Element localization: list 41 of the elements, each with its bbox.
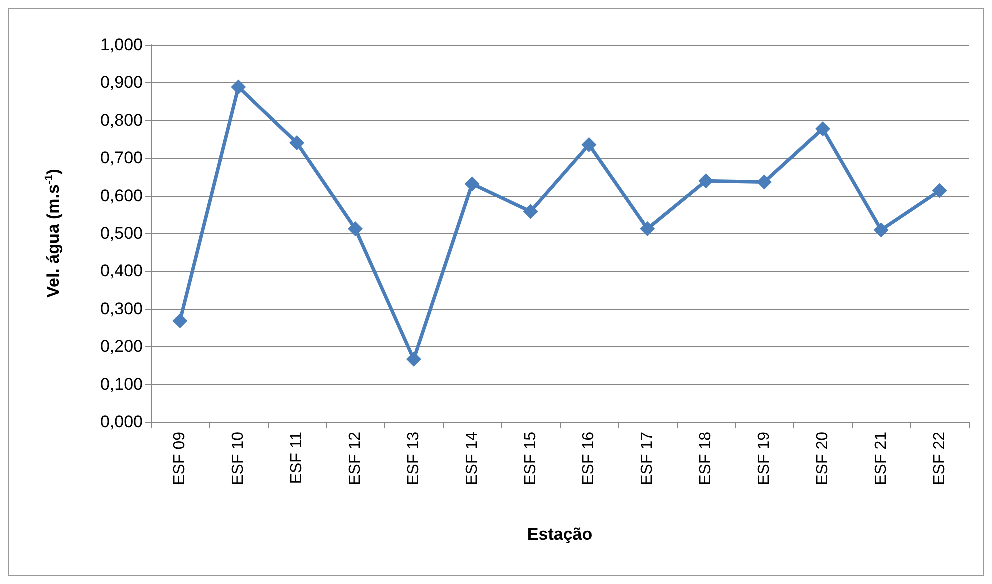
x-tick-label: ESF 12 xyxy=(347,432,364,486)
point xyxy=(932,183,948,198)
x-tick-label: ESF 11 xyxy=(288,432,306,484)
point xyxy=(815,122,830,137)
x-tick-label: ESF 18 xyxy=(698,432,715,486)
x-axis-title: Estação xyxy=(527,525,593,544)
point xyxy=(874,222,889,238)
point xyxy=(464,176,480,192)
y-tick-label: 0,100 xyxy=(100,374,143,394)
x-tick-label: ESF 22 xyxy=(931,432,948,486)
y-tick-label: 0,800 xyxy=(100,110,143,130)
point xyxy=(231,80,246,95)
x-tick-label: ESF 09 xyxy=(172,432,189,486)
x-tick-label: ESF 14 xyxy=(464,432,481,486)
point xyxy=(698,174,714,189)
point xyxy=(757,174,772,190)
x-tick-label: ESF 17 xyxy=(639,432,656,486)
point xyxy=(348,221,363,236)
x-tick-label: ESF 10 xyxy=(230,432,248,486)
point xyxy=(290,136,305,151)
point xyxy=(172,313,188,328)
x-tick-label: ESF 13 xyxy=(405,432,422,486)
x-tick-label: ESF 15 xyxy=(522,432,540,486)
point xyxy=(406,352,422,367)
y-tick-label: 1,000 xyxy=(100,36,143,54)
y-tick-label: 0,000 xyxy=(100,412,143,432)
y-tick-label: 0,400 xyxy=(100,262,143,281)
y-tick-label: 0,500 xyxy=(100,224,143,243)
y-tick-label: 0,200 xyxy=(100,337,143,356)
point xyxy=(640,221,656,236)
y-tick-label: 0,300 xyxy=(100,299,143,318)
y-tick-label: 0,900 xyxy=(100,73,143,92)
y-tick-label: 0,600 xyxy=(100,186,143,206)
y-axis-title: Vel. água (m.s-1) xyxy=(44,169,63,298)
x-tick-label: ESF 16 xyxy=(580,432,598,486)
y-tick-label: 0,700 xyxy=(100,148,143,168)
x-tick-label: ESF 21 xyxy=(872,432,890,486)
x-tick-label: ESF 19 xyxy=(756,432,773,486)
point xyxy=(582,137,597,152)
x-tick-label: ESF 20 xyxy=(814,432,832,486)
point xyxy=(523,204,538,220)
